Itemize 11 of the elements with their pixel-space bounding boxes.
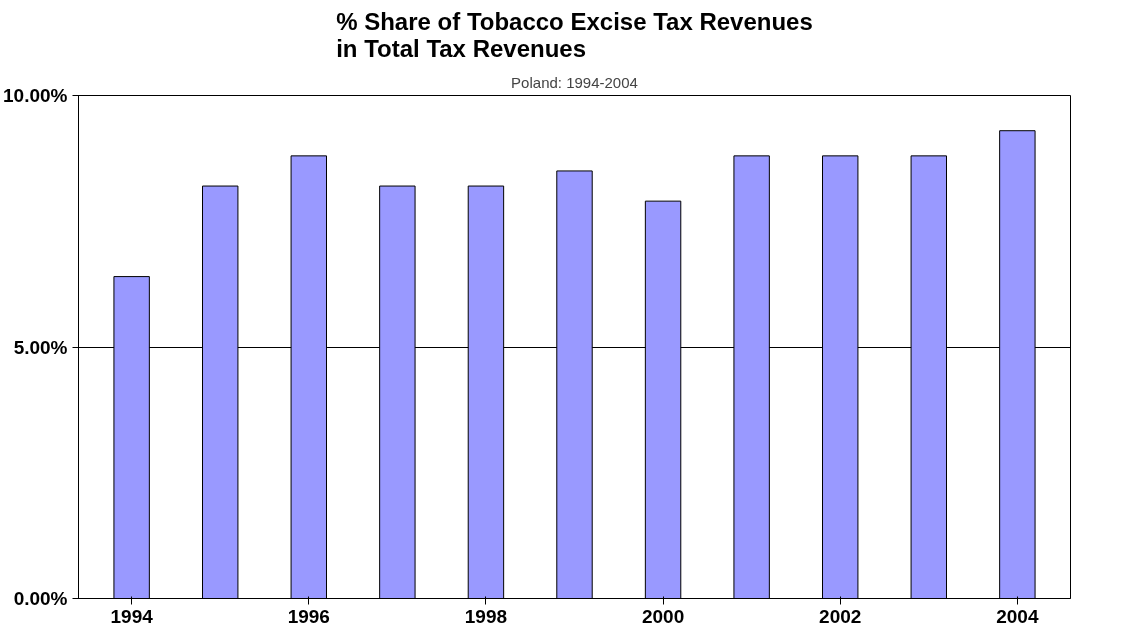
x-tick-label: 2000	[641, 605, 685, 627]
chart-subtitle: Poland: 1994-2004	[511, 73, 638, 91]
y-tick-label: 0.00%	[13, 588, 68, 609]
y-tick-label: 10.00%	[3, 85, 68, 106]
x-tick-label: 1998	[464, 605, 508, 627]
x-tick-label: 1996	[287, 605, 330, 627]
x-tick-label: 2002	[819, 605, 862, 627]
x-tick-label: 1994	[110, 605, 154, 627]
x-tick-label: 2004	[996, 605, 1039, 627]
y-tick-label: 5.00%	[13, 336, 68, 358]
chart-title: % Share of Tobacco Excise Tax Revenues in Total Tax Revenues	[336, 7, 813, 62]
